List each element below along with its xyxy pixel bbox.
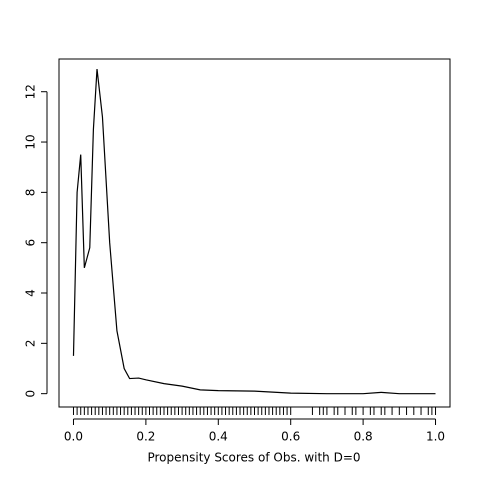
y-tick-label: 6 [24,239,38,247]
y-tick-label: 2 [24,340,38,348]
x-tick-label: 0.2 [136,430,155,444]
y-tick-label: 10 [24,134,38,149]
y-tick-label: 4 [24,289,38,297]
x-tick-label: 1.0 [426,430,445,444]
y-tick-label: 0 [24,390,38,398]
x-tick-label: 0.4 [209,430,228,444]
x-tick-label: 0.6 [281,430,300,444]
y-tick-label: 8 [24,189,38,197]
plot-frame [58,58,451,408]
x-axis-label: Propensity Scores of Obs. with D=0 [147,451,360,465]
x-tick-label: 0.8 [354,430,373,444]
x-tick-label: 0.0 [64,430,83,444]
y-tick-label: 12 [24,84,38,99]
density-line [72,68,436,395]
